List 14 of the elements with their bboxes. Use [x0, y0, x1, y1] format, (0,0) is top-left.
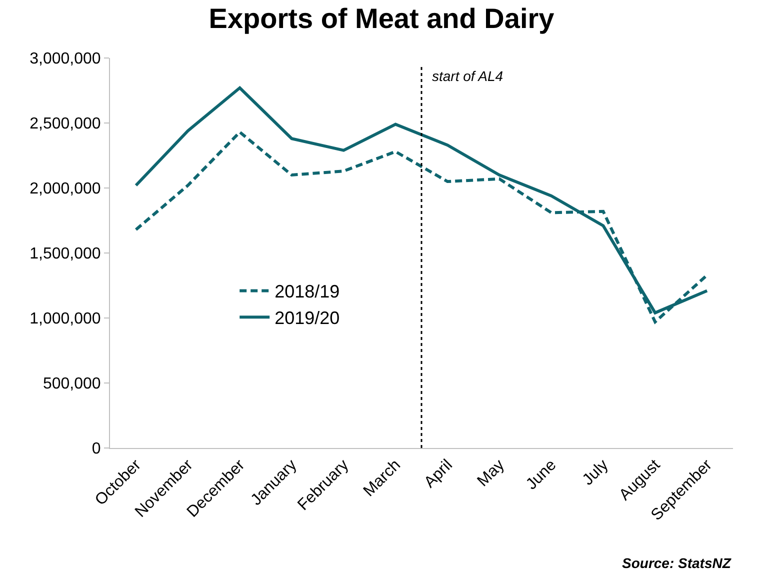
y-tick-label: 3,000,000 [30, 50, 101, 68]
chart-title: Exports of Meat and Dairy [208, 3, 555, 34]
y-tick-label: 500,000 [42, 376, 101, 393]
y-tick-label: 2,000,000 [30, 180, 101, 198]
y-tick-label: 2,500,000 [30, 116, 101, 133]
y-tick-label: 0 [92, 440, 101, 458]
legend-label: 2019/20 [274, 308, 340, 328]
legend-label: 2018/19 [274, 282, 340, 302]
x-tick-label: May [474, 456, 508, 490]
x-tick-label: July [580, 456, 612, 489]
y-tick-label: 1,500,000 [30, 246, 101, 263]
y-tick-label: 1,000,000 [30, 310, 101, 328]
annotation: start of AL4 [432, 68, 504, 84]
source-note: Source: StatsNZ [622, 555, 732, 571]
